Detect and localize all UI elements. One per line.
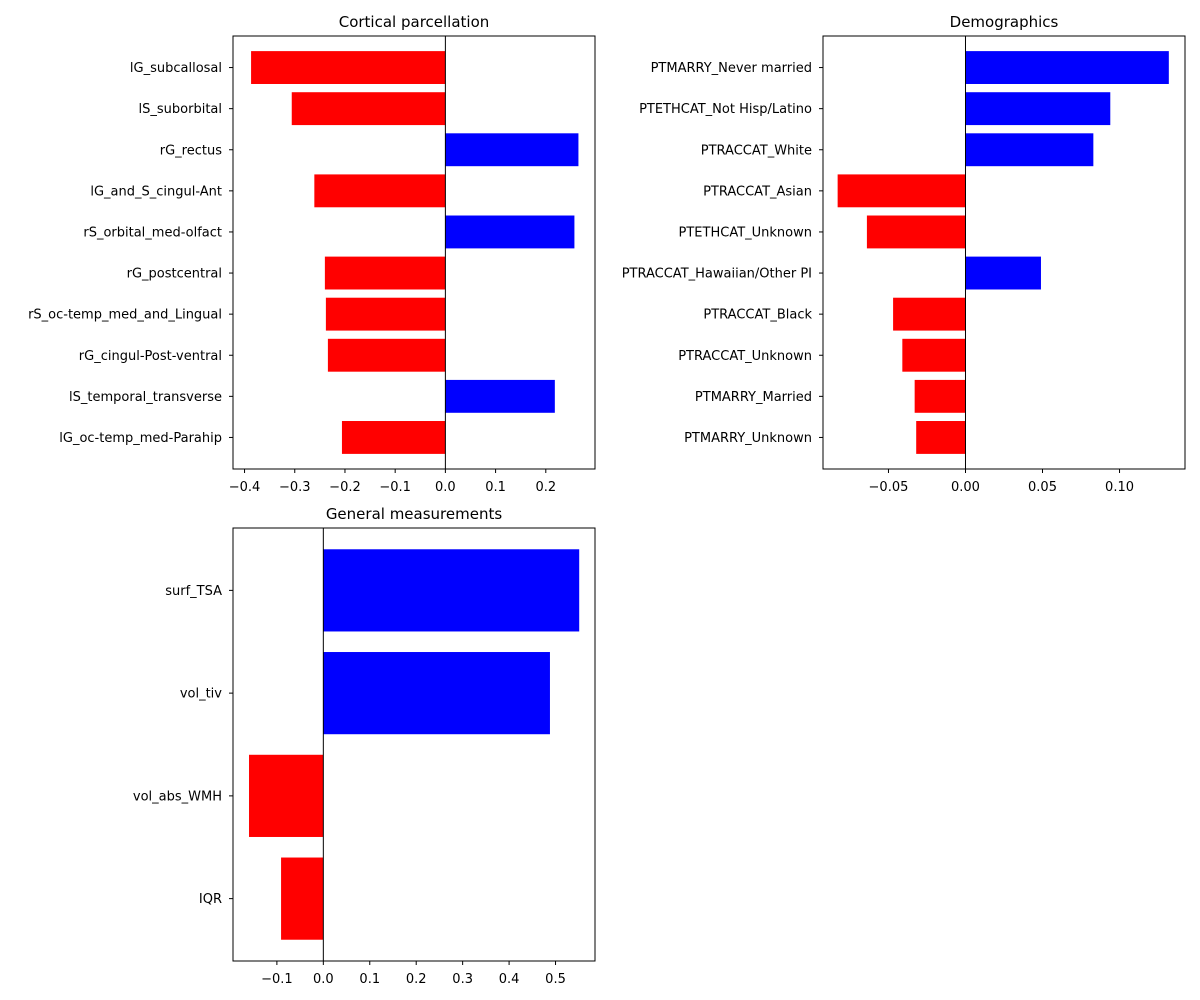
bar bbox=[327, 338, 446, 372]
y-tick-label: PTETHCAT_Unknown bbox=[679, 225, 812, 240]
x-tick-label: 0.2 bbox=[406, 972, 427, 987]
x-tick-label: −0.2 bbox=[329, 480, 361, 495]
bar bbox=[341, 421, 446, 454]
y-tick-label: rG_postcentral bbox=[127, 267, 222, 282]
y-tick-label: PTMARRY_Married bbox=[695, 390, 812, 405]
x-tick-label: −0.1 bbox=[261, 972, 293, 987]
x-tick-label: 0.1 bbox=[485, 480, 506, 495]
x-tick-label: 0.10 bbox=[1105, 480, 1134, 495]
x-tick-label: 0.05 bbox=[1028, 480, 1057, 495]
chart-title: General measurements bbox=[326, 505, 503, 523]
axes-frame bbox=[822, 35, 1186, 470]
y-tick-label: lS_temporal_transverse bbox=[69, 390, 222, 405]
y-tick-label: surf_TSA bbox=[165, 584, 222, 599]
bar bbox=[965, 51, 1169, 84]
bar bbox=[251, 51, 446, 84]
panel-cortical-parcellation: Cortical parcellation lG_subcallosal lS_su… bbox=[28, 13, 596, 495]
x-tick-label: 0.0 bbox=[435, 480, 456, 495]
bar bbox=[914, 379, 966, 413]
y-tick-label: PTMARRY_Unknown bbox=[684, 431, 812, 446]
x-tick-label: −0.05 bbox=[869, 480, 909, 495]
y-tick-label: lG_and_S_cingul-Ant bbox=[90, 184, 222, 199]
y-tick-label: rS_orbital_med-olfact bbox=[83, 225, 222, 240]
y-tick-label: rG_rectus bbox=[160, 143, 222, 158]
x-tick-label: 0.00 bbox=[951, 480, 980, 495]
bar bbox=[323, 549, 580, 632]
y-tick-label: PTMARRY_Never married bbox=[651, 61, 812, 76]
x-tick-label: −0.1 bbox=[379, 480, 411, 495]
axes-frame bbox=[232, 527, 596, 962]
chart-title: Demographics bbox=[950, 13, 1059, 31]
y-tick-label: lG_subcallosal bbox=[130, 61, 222, 76]
bar bbox=[445, 379, 555, 413]
bar bbox=[445, 215, 575, 249]
bar bbox=[893, 297, 966, 331]
panel-general-measurements: General measurements surf_TSA vol_tiv vol_a… bbox=[133, 505, 596, 987]
x-tick-label: 0.1 bbox=[359, 972, 380, 987]
bar bbox=[325, 297, 446, 331]
bar bbox=[445, 133, 579, 167]
bar bbox=[837, 174, 966, 208]
y-tick-label: vol_abs_WMH bbox=[133, 789, 222, 804]
axes-frame bbox=[232, 35, 596, 470]
bar bbox=[916, 421, 966, 454]
y-tick-label: PTRACCAT_Asian bbox=[703, 184, 812, 199]
bar bbox=[965, 133, 1094, 167]
x-tick-label: 0.0 bbox=[313, 972, 334, 987]
y-tick-label: PTRACCAT_Unknown bbox=[678, 349, 812, 364]
y-tick-label: lS_suborbital bbox=[139, 102, 222, 117]
y-tick-label: rS_oc-temp_med_and_Lingual bbox=[28, 308, 222, 323]
x-tick-label: 0.3 bbox=[452, 972, 473, 987]
x-tick-label: −0.4 bbox=[229, 480, 261, 495]
y-tick-label: lG_oc-temp_med-Parahip bbox=[59, 431, 222, 446]
y-tick-label: PTRACCAT_Hawaiian/Other PI bbox=[622, 267, 812, 282]
bar bbox=[965, 92, 1111, 126]
y-tick-label: IQR bbox=[199, 892, 222, 907]
bar bbox=[281, 857, 324, 940]
bar bbox=[249, 754, 324, 837]
y-tick-label: PTRACCAT_White bbox=[701, 143, 812, 158]
bar bbox=[314, 174, 446, 208]
chart-title: Cortical parcellation bbox=[339, 13, 490, 31]
x-tick-label: −0.3 bbox=[279, 480, 311, 495]
y-tick-label: vol_tiv bbox=[180, 687, 222, 702]
x-tick-label: 0.4 bbox=[499, 972, 520, 987]
bar bbox=[323, 652, 550, 735]
y-tick-label: PTETHCAT_Not Hisp/Latino bbox=[639, 102, 812, 117]
bar bbox=[965, 256, 1041, 290]
bar bbox=[902, 338, 966, 372]
y-tick-label: rG_cingul-Post-ventral bbox=[79, 349, 222, 364]
bar bbox=[866, 215, 966, 249]
bar bbox=[324, 256, 446, 290]
panel-demographics: Demographics PTMARRY_Never married PTETHCA… bbox=[622, 13, 1186, 495]
bar bbox=[291, 92, 446, 126]
y-tick-label: PTRACCAT_Black bbox=[703, 308, 812, 323]
x-tick-label: 0.5 bbox=[545, 972, 566, 987]
x-tick-label: 0.2 bbox=[535, 480, 556, 495]
